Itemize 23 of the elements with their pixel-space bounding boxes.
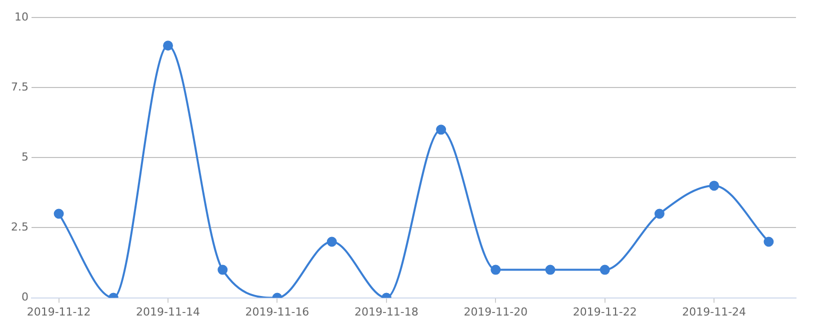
- point: [326, 236, 337, 247]
- point: [600, 264, 610, 275]
- point: [545, 264, 556, 275]
- x-tick-label: 2019-11-16: [245, 305, 310, 318]
- y-tick-label: 5: [21, 150, 28, 164]
- point: [490, 264, 501, 275]
- y-tick-label: 7.5: [10, 80, 28, 94]
- point: [436, 124, 446, 135]
- point: [764, 236, 774, 247]
- x-tick-label: 2019-11-20: [464, 305, 528, 318]
- x-tick-label: 2019-11-14: [136, 305, 200, 318]
- point: [163, 40, 174, 51]
- x-tick-label: 2019-11-18: [354, 305, 418, 318]
- y-tick-label: 2.5: [10, 220, 28, 234]
- x-tick-label: 2019-11-24: [682, 305, 746, 318]
- x-tick-label: 2019-11-12: [26, 305, 91, 318]
- point: [218, 264, 228, 275]
- point: [654, 208, 664, 219]
- y-tick-label: 10: [14, 10, 28, 24]
- point: [709, 180, 720, 191]
- x-tick-label: 2019-11-22: [572, 305, 637, 318]
- point: [54, 208, 64, 219]
- y-tick-label: 0: [21, 290, 28, 304]
